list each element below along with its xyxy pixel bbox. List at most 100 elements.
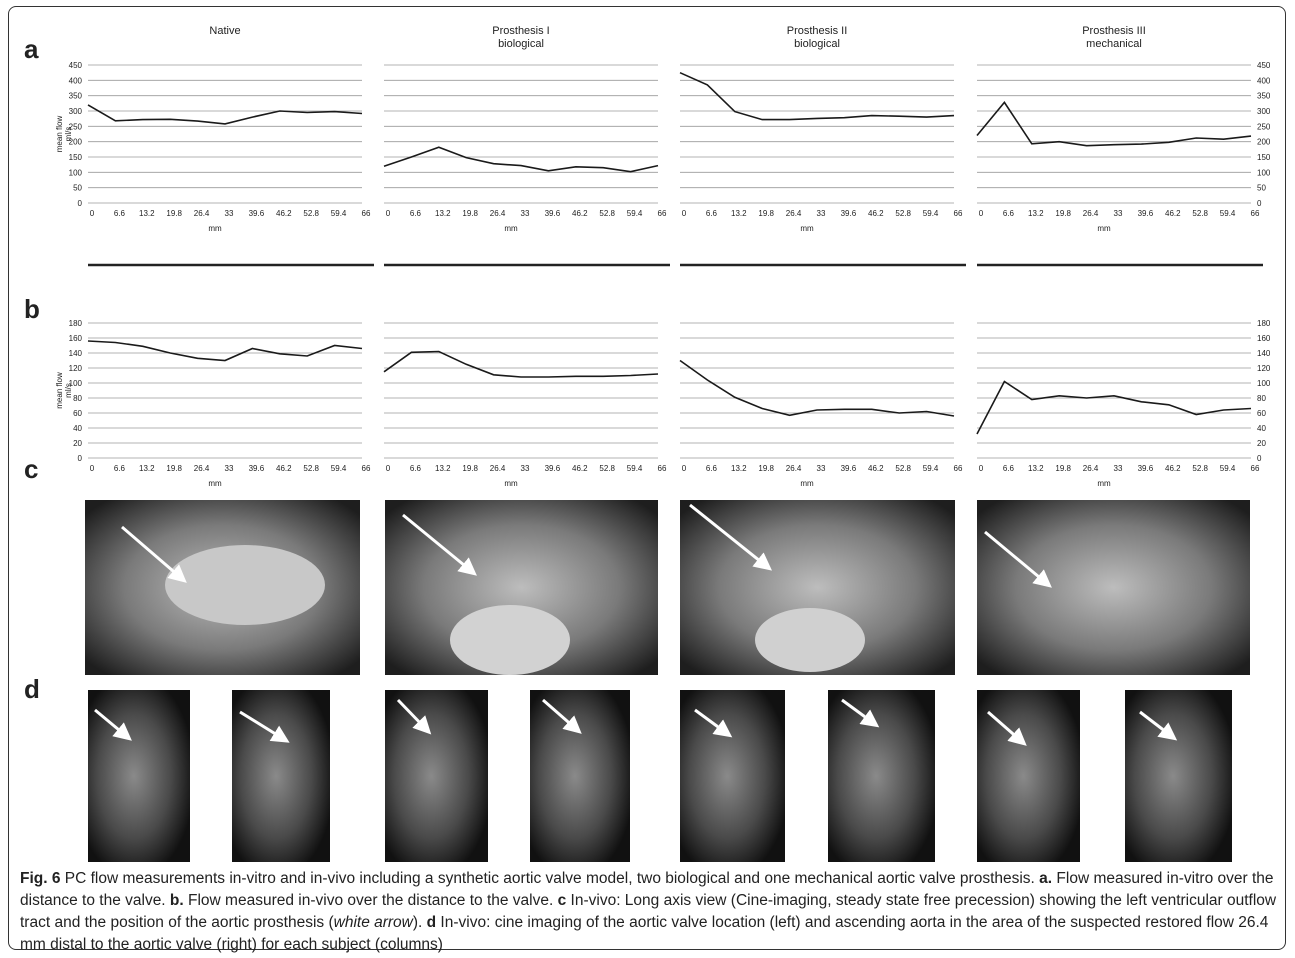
arrow (94, 708, 132, 741)
x-tick-label: 6.6 (114, 464, 126, 473)
x-tick-label: 26.4 (490, 209, 506, 218)
caption: Fig. 6 PC flow measurements in-vitro and… (20, 868, 1282, 956)
x-tick-label: 6.6 (706, 209, 718, 218)
short-axis-images (88, 690, 1232, 862)
caption-run: a. (1039, 870, 1053, 887)
y-tick-label: 0 (1257, 454, 1262, 463)
data-line (679, 71, 955, 121)
y-tick-label: 150 (69, 153, 83, 162)
panel-letter: d (24, 674, 40, 704)
x-tick-label: 26.4 (1083, 464, 1099, 473)
x-tick-label: 26.4 (490, 464, 506, 473)
y-tick-label: 20 (73, 439, 82, 448)
y-tick-label: 100 (69, 168, 83, 177)
data-line (679, 359, 955, 417)
y-axis-label: mean flow ml/s (55, 372, 73, 409)
x-tick-label: 59.4 (331, 209, 347, 218)
caption-run: Fig. 6 (20, 870, 61, 887)
x-tick-label: 19.8 (1055, 464, 1071, 473)
x-tick-label: 59.4 (923, 464, 939, 473)
x-tick-label: 39.6 (1138, 464, 1154, 473)
y-tick-label: 160 (1257, 334, 1271, 343)
x-tick-label: 59.4 (1220, 464, 1236, 473)
x-tick-label: 66 (362, 209, 371, 218)
x-tick-label: 33 (521, 209, 530, 218)
x-tick-label: 19.8 (462, 464, 478, 473)
x-tick-label: 6.6 (1003, 464, 1015, 473)
panel-letter: c (24, 454, 38, 484)
data-line (87, 104, 363, 125)
x-tick-label: 13.2 (139, 464, 155, 473)
y-tick-label: 400 (1257, 76, 1271, 85)
arrow (542, 698, 582, 734)
x-tick-label: 59.4 (1220, 209, 1236, 218)
x-axis-label: mm (504, 224, 518, 233)
x-tick-label: 26.4 (1083, 209, 1099, 218)
x-tick-label: 13.2 (435, 209, 451, 218)
caption-run: Flow measured in-vivo over the distance … (183, 892, 558, 909)
arrow (402, 513, 477, 576)
x-tick-label: 33 (225, 209, 234, 218)
image-detail (165, 545, 325, 625)
x-tick-label: 39.6 (841, 209, 857, 218)
x-tick-label: 6.6 (410, 209, 422, 218)
x-tick-label: 0 (682, 209, 687, 218)
data-line (976, 380, 1252, 435)
x-tick-label: 39.6 (1138, 209, 1154, 218)
panel-letter: a (24, 34, 39, 64)
x-tick-label: 19.8 (166, 209, 182, 218)
x-tick-label: 59.4 (331, 464, 347, 473)
x-tick-label: 26.4 (194, 464, 210, 473)
y-axis-label-line: mean flow (55, 116, 64, 153)
x-tick-label: 39.6 (545, 464, 561, 473)
x-tick-label: 52.8 (1192, 209, 1208, 218)
x-tick-label: 19.8 (462, 209, 478, 218)
y-tick-label: 250 (69, 122, 83, 131)
x-tick-label: 0 (90, 209, 95, 218)
x-tick-label: 6.6 (114, 209, 126, 218)
x-tick-label: 26.4 (194, 209, 210, 218)
y-tick-label: 400 (69, 76, 83, 85)
x-tick-label: 46.2 (276, 464, 292, 473)
x-tick-label: 39.6 (249, 209, 265, 218)
x-axis-label: mm (208, 479, 222, 488)
x-tick-label: 26.4 (786, 464, 802, 473)
x-tick-label: 13.2 (435, 464, 451, 473)
data-line (383, 146, 659, 173)
arrow (239, 710, 290, 743)
y-tick-label: 50 (73, 184, 82, 193)
x-tick-label: 46.2 (276, 209, 292, 218)
y-tick-label: 180 (1257, 319, 1271, 328)
arrow (396, 698, 432, 735)
x-tick-label: 59.4 (923, 209, 939, 218)
x-axis-label: mm (1097, 479, 1111, 488)
short-axis-image (680, 690, 785, 862)
x-tick-label: 39.6 (545, 209, 561, 218)
x-tick-label: 52.8 (895, 464, 911, 473)
x-tick-label: 46.2 (1165, 209, 1181, 218)
caption-run: c (557, 892, 567, 909)
x-tick-label: 52.8 (599, 464, 615, 473)
y-tick-label: 450 (69, 61, 83, 70)
y-axis-label-line: mean flow (55, 372, 64, 409)
data-line (383, 350, 659, 378)
x-tick-label: 46.2 (1165, 464, 1181, 473)
y-axis-label-line: ml/s (64, 383, 73, 398)
x-tick-label: 52.8 (303, 209, 319, 218)
y-tick-label: 150 (1257, 153, 1271, 162)
y-tick-label: 350 (1257, 92, 1271, 101)
x-tick-label: 0 (682, 464, 687, 473)
x-tick-label: 33 (817, 209, 826, 218)
x-tick-label: 46.2 (572, 209, 588, 218)
x-tick-label: 13.2 (1028, 209, 1044, 218)
y-tick-label: 250 (1257, 122, 1271, 131)
image-detail (755, 608, 865, 672)
column-title: Prosthesis I (492, 25, 549, 37)
figure-frame (8, 6, 1286, 950)
x-tick-label: 33 (817, 464, 826, 473)
x-tick-label: 59.4 (627, 209, 643, 218)
x-tick-label: 52.8 (1192, 464, 1208, 473)
x-tick-label: 52.8 (895, 209, 911, 218)
y-tick-label: 160 (69, 334, 83, 343)
